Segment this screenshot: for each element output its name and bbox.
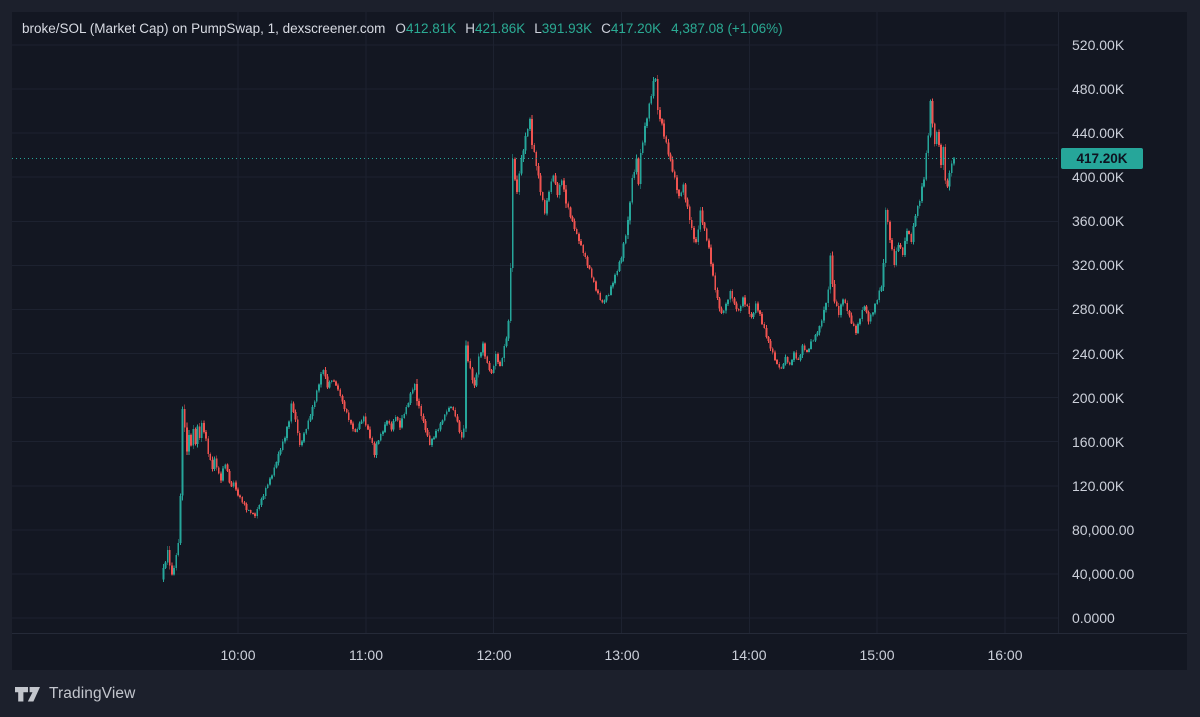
time-tick-label: 11:00: [349, 647, 383, 663]
low-label: L: [534, 21, 542, 36]
price-tick-label: 200.00K: [1072, 390, 1125, 406]
high-value: 421.86K: [474, 21, 526, 36]
time-axis-border: [12, 633, 1187, 634]
price-tick-label: 40,000.00: [1072, 566, 1135, 582]
time-tick-label: 12:00: [476, 647, 512, 663]
low-value: 391.93K: [541, 21, 593, 36]
chart-panel: broke/SOL (Market Cap) on PumpSwap, 1, d…: [12, 12, 1187, 670]
close-value: 417.20K: [610, 21, 662, 36]
ohlc-low: L391.93K: [534, 21, 592, 36]
price-tick-label: 280.00K: [1072, 301, 1125, 317]
price-tick-label: 440.00K: [1072, 125, 1125, 141]
brand-name: TradingView: [49, 684, 136, 702]
time-tick-label: 13:00: [604, 647, 640, 663]
ohlc-high: H421.86K: [465, 21, 525, 36]
ohlc-open: O412.81K: [395, 21, 456, 36]
price-tick-label: 360.00K: [1072, 213, 1125, 229]
price-tick-label: 120.00K: [1072, 478, 1125, 494]
symbol-title: broke/SOL (Market Cap) on PumpSwap, 1, d…: [22, 21, 386, 36]
price-tick-label: 520.00K: [1072, 37, 1125, 53]
time-tick-label: 15:00: [859, 647, 895, 663]
price-tick-label: 320.00K: [1072, 257, 1125, 273]
price-tick-label: 0.0000: [1072, 610, 1115, 626]
time-tick-label: 10:00: [220, 647, 256, 663]
price-tick-label: 240.00K: [1072, 346, 1125, 362]
price-axis-border: [1058, 12, 1059, 633]
tradingview-logo-icon: [15, 686, 40, 701]
brand-footer[interactable]: TradingView: [14, 680, 135, 707]
change-value: 4,387.08 (+1.06%): [671, 21, 783, 36]
close-label: C: [601, 21, 611, 36]
price-tick-label: 480.00K: [1072, 81, 1125, 97]
high-label: H: [465, 21, 475, 36]
price-tick-label: 160.00K: [1072, 434, 1125, 450]
candlestick-chart[interactable]: [12, 12, 1058, 633]
open-label: O: [395, 21, 406, 36]
ohlc-close: C417.20K: [601, 21, 661, 36]
time-tick-label: 14:00: [731, 647, 767, 663]
last-price-badge: 417.20K: [1061, 148, 1143, 169]
price-tick-label: 80,000.00: [1072, 522, 1135, 538]
chart-legend: broke/SOL (Market Cap) on PumpSwap, 1, d…: [22, 21, 783, 36]
time-tick-label: 16:00: [987, 647, 1023, 663]
open-value: 412.81K: [405, 21, 457, 36]
price-tick-label: 400.00K: [1072, 169, 1125, 185]
